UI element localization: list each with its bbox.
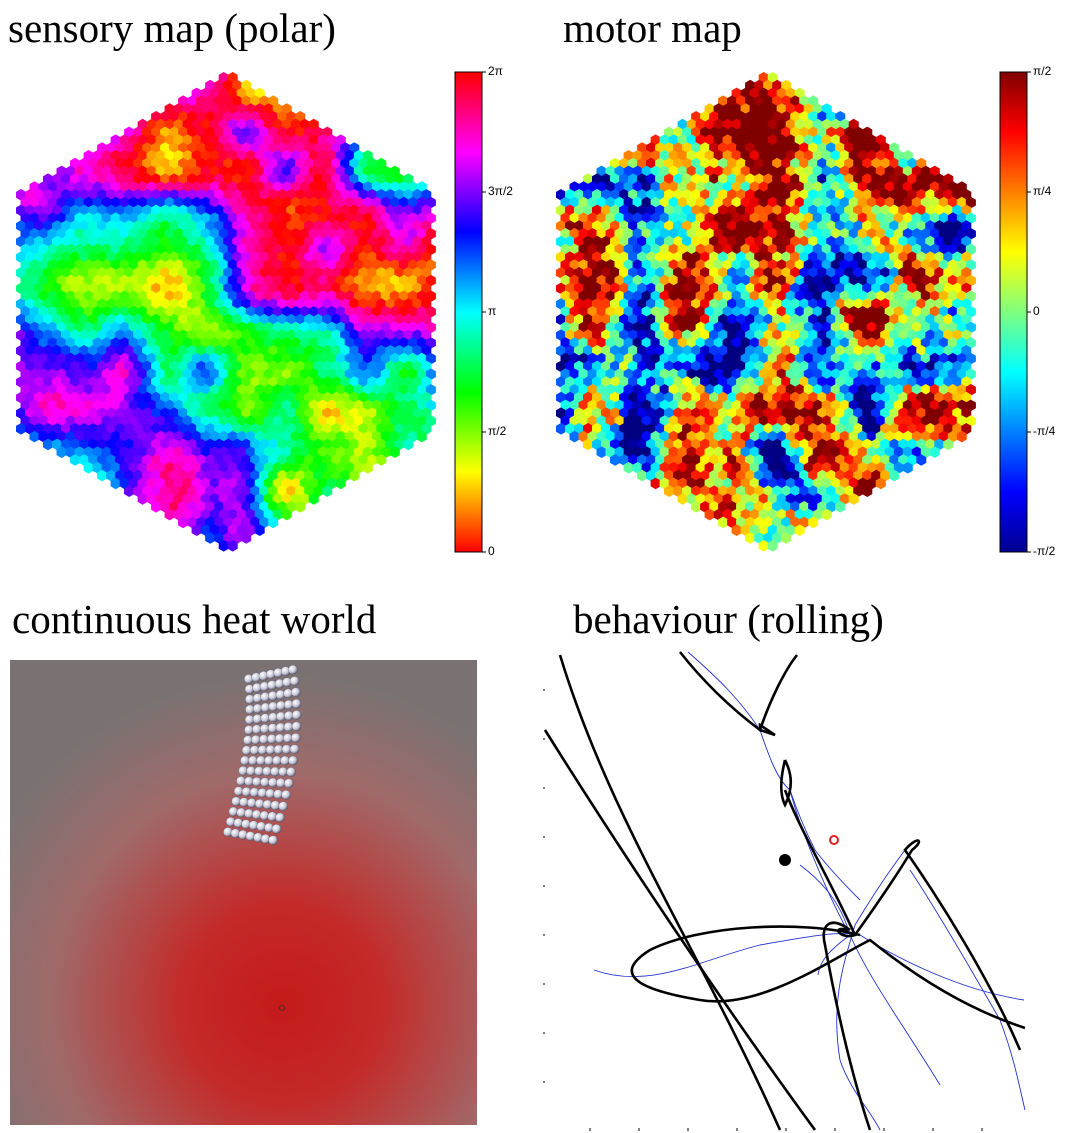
agent-sphere <box>275 813 284 822</box>
panel-title: continuous heat world <box>12 596 376 642</box>
agent-sphere <box>287 767 296 776</box>
colorbar-tick-label: 3π/2 <box>488 184 513 198</box>
panel-title: motor map <box>563 5 742 51</box>
panel-title: behaviour (rolling) <box>573 596 884 642</box>
heat-world <box>10 660 477 1125</box>
motor-trace <box>594 652 1025 1130</box>
colorbar-tick-label: π/2 <box>488 424 507 438</box>
agent-sphere <box>292 699 301 708</box>
agent-sphere <box>291 733 300 742</box>
agent-sphere <box>269 836 278 845</box>
agent-sphere <box>290 676 299 685</box>
colorbar-tick-label: π/2 <box>1033 64 1052 78</box>
colorbar-tick-label: 0 <box>1033 304 1040 318</box>
agent-sphere <box>292 710 301 719</box>
axis-ticks <box>543 690 982 1131</box>
agent-sphere <box>282 790 291 799</box>
agent-sphere <box>291 688 300 697</box>
figure: sensory map (polar) motor map continuous… <box>0 0 1065 1133</box>
agent-sphere <box>272 824 281 833</box>
colorbar-tick-label: -π/4 <box>1033 424 1056 438</box>
position-trace <box>545 652 1025 1130</box>
sensory-hex-map <box>16 72 436 552</box>
colorbar-tick-label: π <box>488 304 496 318</box>
behaviour-plot <box>543 652 1025 1131</box>
colorbar <box>455 72 482 552</box>
target-marker <box>830 836 838 844</box>
agent-sphere <box>284 779 293 788</box>
agent-marker <box>779 854 791 866</box>
agent-sphere <box>290 745 299 754</box>
colorbar-tick-label: -π/2 <box>1033 544 1056 558</box>
agent-sphere <box>288 756 297 765</box>
agent-sphere <box>288 665 297 674</box>
agent-sphere <box>279 802 288 811</box>
motor-hex-map <box>556 72 976 552</box>
agent-sphere <box>292 722 301 731</box>
colorbar <box>1000 72 1027 552</box>
colorbar-tick-label: 0 <box>488 544 495 558</box>
colorbar-tick-label: π/4 <box>1033 184 1052 198</box>
colorbar-tick-label: 2π <box>488 64 503 78</box>
panel-title: sensory map (polar) <box>8 5 336 51</box>
